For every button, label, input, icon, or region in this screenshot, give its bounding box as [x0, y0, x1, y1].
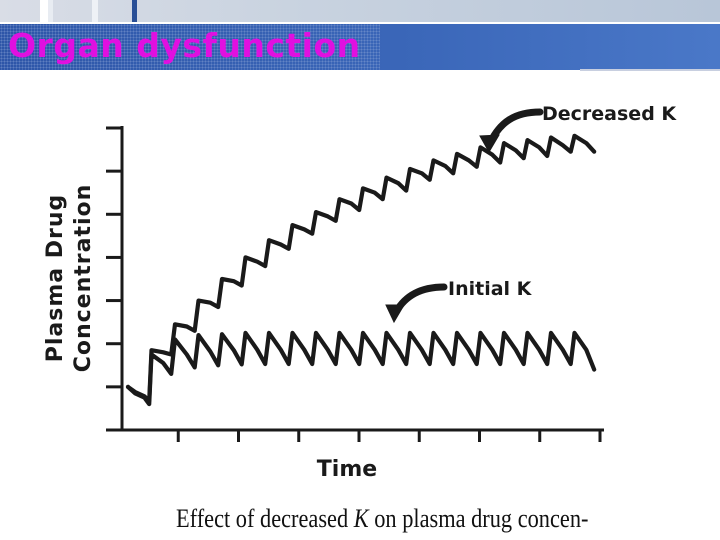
y-axis-label-line-2: Concentration	[71, 184, 96, 373]
title-underline	[580, 69, 720, 71]
annotation-label-initial-k: Initial K	[448, 278, 533, 300]
caption-text-end: on plasma drug concen-	[368, 504, 589, 533]
strip-accent	[92, 0, 98, 22]
chart-series	[125, 133, 597, 407]
title-bar-texture	[0, 24, 380, 70]
chart-axes	[106, 126, 604, 442]
chart-annotations: Decreased K Initial K	[385, 103, 677, 324]
plasma-concentration-chart: Plasma Drug Concentration Time Decreased…	[43, 103, 677, 482]
caption-text-start: Effect of decreased	[176, 504, 354, 533]
figure-caption: Effect of decreased K on plasma drug con…	[176, 504, 588, 534]
annotation-arrowhead-decreased-k	[479, 134, 500, 154]
series-line-decreased-k	[125, 133, 597, 403]
slide-title: Organ dysfunction	[8, 26, 361, 65]
y-axis-label-line-1: Plasma Drug	[43, 194, 68, 363]
annotation-arrowhead-initial-k	[385, 304, 405, 324]
annotation-arrow-initial-k	[392, 283, 448, 316]
caption-italic-k: K	[353, 504, 369, 533]
x-axis-label: Time	[317, 457, 377, 482]
strip-accent	[48, 0, 53, 22]
strip-accent	[40, 0, 48, 22]
series-line-initial-k	[125, 330, 597, 407]
slide-top-strip	[0, 0, 720, 22]
strip-accent	[132, 0, 137, 22]
annotation-label-decreased-k: Decreased K	[542, 103, 677, 125]
